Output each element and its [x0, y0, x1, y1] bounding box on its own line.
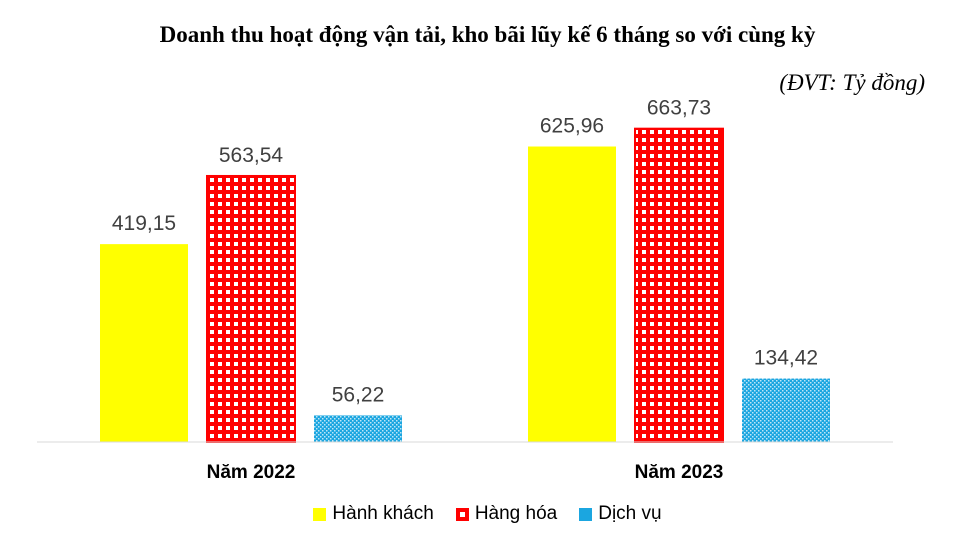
data-label-cargo-1: 563,54 — [219, 144, 284, 167]
legend-item-passenger: Hành khách — [313, 503, 434, 525]
legend: Hành khách Hàng hóa Dịch vụ — [0, 503, 975, 525]
legend-label-service: Dịch vụ — [598, 503, 662, 524]
legend-swatch-cargo — [455, 507, 469, 521]
chart-title: Doanh thu hoạt động vận tải, kho bãi lũy… — [159, 22, 816, 47]
legend-swatch-service — [579, 507, 593, 521]
legend-swatch-passenger — [313, 507, 327, 521]
legend-label-passenger: Hành khách — [332, 503, 434, 524]
data-label-service-2: 134,42 — [754, 347, 818, 370]
legend-item-service: Dịch vụ — [579, 503, 662, 525]
legend-label-cargo: Hàng hóa — [474, 503, 558, 524]
unit-note: (ĐVT: Tỷ đồng) — [779, 70, 925, 95]
data-label-cargo-2: 663,73 — [647, 97, 711, 120]
bar-service-1 — [314, 415, 402, 442]
legend-item-cargo: Hàng hóa — [455, 503, 558, 525]
data-label-service-1: 56,22 — [332, 383, 385, 406]
bar-service-2 — [742, 378, 830, 442]
bar-cargo-2 — [634, 127, 724, 443]
data-label-passenger-1: 419,15 — [112, 212, 176, 235]
category-label-1: Năm 2022 — [207, 462, 296, 483]
bar-cargo-1 — [206, 174, 296, 443]
bar-passenger-1 — [100, 244, 188, 442]
bar-passenger-2 — [528, 146, 616, 442]
data-label-passenger-2: 625,96 — [540, 115, 604, 138]
category-label-2: Năm 2023 — [635, 462, 724, 483]
